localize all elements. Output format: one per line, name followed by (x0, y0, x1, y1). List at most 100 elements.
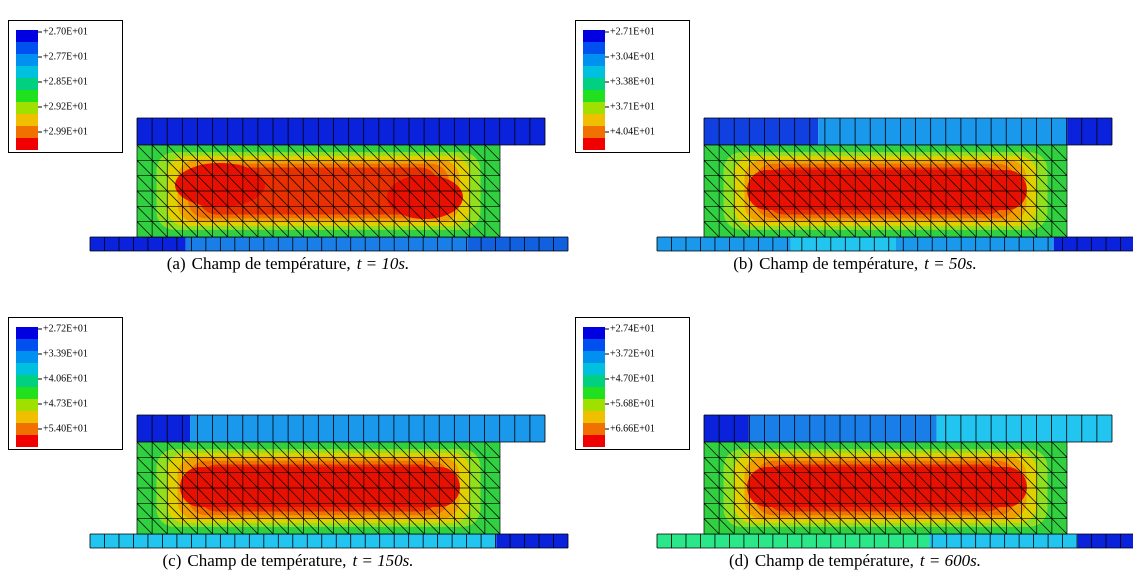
plate-field (657, 237, 791, 251)
legend-label: +5.68E+01 (610, 398, 655, 409)
legend-label: +4.06E+01 (43, 373, 88, 384)
mesh (136, 441, 501, 535)
mesh (89, 533, 569, 549)
plate-field (936, 415, 1112, 442)
legend-label: +4.70E+01 (610, 373, 655, 384)
legend-label: +2.77E+01 (43, 51, 88, 62)
legend-band (16, 339, 38, 351)
legend-band (583, 54, 605, 66)
plate-field (185, 237, 468, 251)
legend-band (583, 411, 605, 423)
legend-band (583, 138, 605, 150)
legend-label: +2.71E+01 (610, 26, 655, 37)
caption-text: Champ de température, (192, 254, 351, 273)
plate-field (496, 534, 568, 548)
legend-band (16, 399, 38, 411)
caption: (c) Champ de température, t = 150s. (162, 551, 413, 570)
mesh (703, 441, 1068, 535)
legend-band (16, 54, 38, 66)
legend-band (583, 66, 605, 78)
plate-field (790, 237, 896, 251)
caption-text: Champ de température, (759, 254, 918, 273)
hot-core (747, 170, 1027, 210)
plate-field (467, 237, 568, 251)
legend-band (16, 363, 38, 375)
plate-field (657, 534, 930, 548)
legend-band (583, 399, 605, 411)
hot-spot (175, 163, 265, 207)
legend-band (583, 375, 605, 387)
legend-band (583, 351, 605, 363)
legend-band (16, 126, 38, 138)
plate-field (137, 415, 191, 442)
plate-field (1067, 118, 1112, 145)
mesh (703, 117, 1113, 146)
caption-text: Champ de température, (187, 551, 346, 570)
legend-band (16, 411, 38, 423)
legend-band (583, 387, 605, 399)
legend-band (16, 30, 38, 42)
plate-field (748, 415, 937, 442)
mesh (136, 414, 546, 443)
panel: +2.71E+01 +3.04E+01 +3.38E+01 +3.71E+01 +4.0… (575, 20, 1133, 273)
legend-label: +6.66E+01 (610, 423, 655, 434)
plate-field (896, 237, 1054, 251)
caption: (b) Champ de température, t = 50s. (733, 254, 976, 273)
caption-label: (d) (729, 551, 749, 570)
legend-band (583, 42, 605, 54)
legend-band (583, 102, 605, 114)
plate-field (90, 237, 186, 251)
panel: +2.74E+01 +3.72E+01 +4.70E+01 +5.68E+01 +6.6… (575, 317, 1133, 570)
legend-label: +4.73E+01 (43, 398, 88, 409)
legend-label: +3.04E+01 (610, 51, 655, 62)
panel: +2.72E+01 +3.39E+01 +4.06E+01 +4.73E+01 +5.4… (8, 317, 569, 570)
legend-label: +2.72E+01 (43, 323, 88, 334)
caption-label: (b) (733, 254, 753, 273)
legend-label: +3.72E+01 (610, 348, 655, 359)
mesh (703, 144, 1068, 238)
legend-band (583, 363, 605, 375)
hot-spot (387, 175, 463, 219)
legend-band (583, 90, 605, 102)
legend-band (583, 423, 605, 435)
legend-label: +2.85E+01 (43, 76, 88, 87)
caption-math: t = 10s. (357, 254, 410, 273)
legend-band (583, 327, 605, 339)
legend-band (16, 42, 38, 54)
legend-band (16, 387, 38, 399)
caption-label: (c) (162, 551, 181, 570)
legend-band (16, 114, 38, 126)
plate-field (190, 415, 546, 442)
legend-band (16, 78, 38, 90)
legend-band (16, 66, 38, 78)
legend-band (16, 351, 38, 363)
legend-label: +3.71E+01 (610, 101, 655, 112)
legend-band (16, 423, 38, 435)
caption-math: t = 150s. (352, 551, 413, 570)
plate-field (704, 415, 749, 442)
legend-band (16, 327, 38, 339)
caption: (d) Champ de température, t = 600s. (729, 551, 981, 570)
legend-band (583, 78, 605, 90)
plate-field (1077, 534, 1133, 548)
legend-band (16, 102, 38, 114)
caption-math: t = 600s. (920, 551, 981, 570)
panel: +2.70E+01 +2.77E+01 +2.85E+01 +2.92E+01 +2.9… (8, 20, 569, 273)
mesh (656, 533, 1133, 549)
hot-core (180, 467, 460, 507)
legend-label: +5.40E+01 (43, 423, 88, 434)
mesh (136, 144, 501, 238)
caption-math: t = 50s. (924, 254, 977, 273)
legend-label: +2.99E+01 (43, 126, 88, 137)
legend-band (583, 339, 605, 351)
mesh (703, 414, 1113, 443)
legend-band (583, 435, 605, 447)
mesh (656, 236, 1133, 252)
legend-band (16, 435, 38, 447)
plate-field (1053, 237, 1133, 251)
plate-field (818, 118, 1068, 145)
plate-field (929, 534, 1078, 548)
plate-field (137, 118, 545, 145)
legend-band (583, 114, 605, 126)
